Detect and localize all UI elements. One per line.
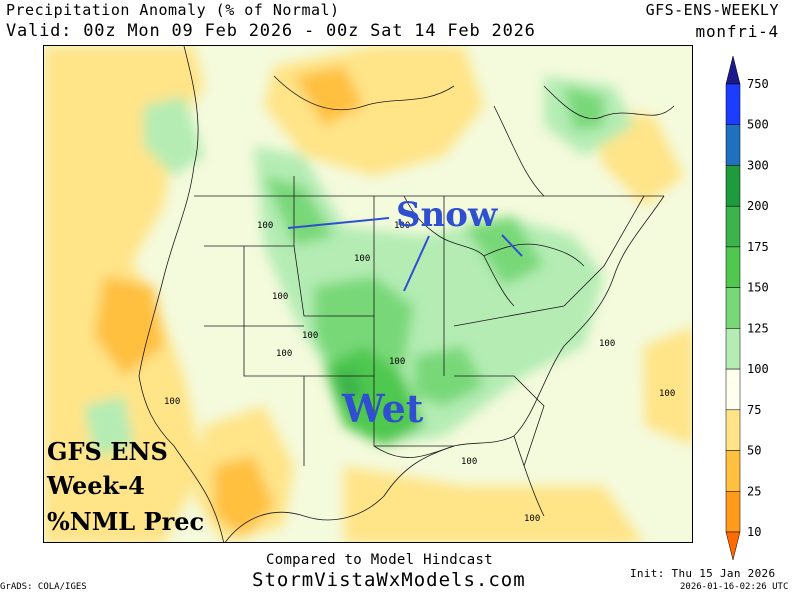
site-name: StormVistaWxModels.com [252, 569, 526, 591]
legend-label: 50 [747, 444, 761, 458]
legend-label: 75 [747, 403, 761, 417]
legend-swatch [725, 83, 741, 125]
label-line-2: Week-4 [46, 471, 145, 500]
contour-labels: 100 100 100 100 100 100 100 100 100 100 … [164, 221, 675, 524]
legend-swatch [725, 450, 741, 492]
contour-label: 100 [599, 339, 615, 349]
wet-annotation: Wet [341, 386, 424, 431]
legend-label: 25 [747, 484, 761, 498]
boundaries [138, 46, 675, 542]
contour-label: 100 [394, 221, 410, 231]
contour-label: 100 [659, 389, 675, 399]
contour-label: 100 [461, 457, 477, 467]
model-label-box: GFS ENS Week-4 %NML Prec [46, 437, 204, 536]
contour-label: 100 [276, 349, 292, 359]
model-name: GFS-ENS-WEEKLY [645, 1, 779, 19]
contour-label: 100 [524, 514, 540, 524]
contour-label: 100 [302, 331, 318, 341]
snow-annotation: Snow [396, 195, 498, 235]
legend-swatch [725, 246, 741, 288]
contour-label: 100 [257, 221, 273, 231]
anomaly-fill [44, 46, 692, 542]
contour-label: 100 [389, 357, 405, 367]
legend-swatch [725, 491, 741, 533]
legend-swatch [725, 368, 741, 411]
contour-label: 100 [272, 292, 288, 302]
color-legend-bar: 750 500 300 200 175 150 125 100 75 50 25 10 [725, 55, 769, 561]
precip-anomaly-map: 100 100 100 100 100 100 100 100 100 100 … [43, 45, 693, 543]
valid-period: Valid: 00z Mon 09 Feb 2026 - 00z Sat 14 … [6, 21, 536, 41]
legend-swatch [725, 287, 741, 329]
snow-line-west [287, 217, 390, 229]
timestamp: 2026-01-16-02:26 UTC [680, 582, 789, 592]
run-label: monfri-4 [695, 22, 779, 41]
legend-label: 10 [747, 525, 761, 539]
comparison-note: Compared to Model Hindcast [266, 552, 493, 568]
legend-swatch [725, 165, 741, 207]
legend-swatch [725, 124, 741, 166]
legend-label: 300 [747, 158, 769, 172]
legend-label: 500 [747, 118, 769, 132]
snow-line-east [501, 234, 523, 257]
map-title: Precipitation Anomaly (% of Normal) [6, 1, 340, 19]
legend-swatch [725, 55, 741, 85]
legend-label: 175 [747, 240, 769, 254]
legend-swatch [725, 328, 741, 370]
legend-swatch [725, 531, 741, 561]
color-legend: 750 500 300 200 175 150 125 100 75 50 25 10 [722, 55, 782, 561]
annotation-arrows [287, 217, 523, 292]
legend-swatch [725, 205, 741, 248]
legend-label: 200 [747, 199, 769, 213]
init-time: Init: Thu 15 Jan 2026 [630, 567, 776, 580]
snow-line-south [403, 235, 430, 292]
legend-label: 150 [747, 281, 769, 295]
contour-label: 100 [354, 254, 370, 264]
legend-label: 125 [747, 321, 769, 335]
legend-label: 750 [747, 77, 769, 91]
legend-swatch [725, 409, 741, 451]
legend-label: 100 [747, 362, 769, 376]
map-canvas: 100 100 100 100 100 100 100 100 100 100 … [44, 46, 692, 542]
label-line-1: GFS ENS [47, 437, 168, 466]
grads-credit: GrADS: COLA/IGES [0, 582, 87, 592]
contour-label: 100 [164, 397, 180, 407]
label-line-3: %NML Prec [47, 507, 204, 536]
